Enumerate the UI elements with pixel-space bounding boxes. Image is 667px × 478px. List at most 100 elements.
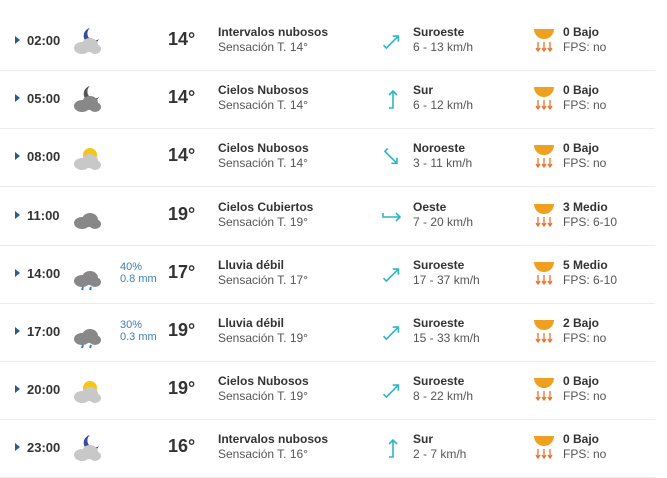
uv-sun-icon [533,83,555,113]
feels-like: Sensación T. 17° [218,272,308,287]
precip-probability: 30% [120,319,143,331]
hour: 14:00 [27,265,61,281]
hour: 08:00 [27,149,61,165]
wind-direction: Suroeste [413,374,465,389]
uv-sun-icon [533,141,555,171]
uv-index: 0 Bajo [563,25,600,39]
wind-direction: Sur [413,432,434,447]
feels-like: Sensación T. 16° [218,447,308,462]
moon-dark-cloud-icon [70,82,104,116]
uv-sun-icon [533,200,555,230]
forecast-row[interactable]: 17:00 30% 0.3 mm 19° Lluvia débil Sensació… [0,303,655,362]
condition: Cielos Cubiertos [218,199,314,214]
uv-sun-icon [533,316,555,346]
wind-direction-icon [380,262,404,286]
wind-speed: 2 - 7 km/h [413,447,467,462]
expand-triangle-icon[interactable] [15,268,20,277]
uv-index: 0 Bajo [563,83,600,98]
expand-triangle-icon[interactable] [15,385,20,394]
precip-probability: 40% [120,260,143,273]
rain-cloud-icon [70,257,104,291]
expand-triangle-icon[interactable] [15,94,20,103]
uv-sun-icon [533,374,555,404]
feels-like: Sensación T. 19° [218,214,308,229]
temperature: 14° [168,145,196,166]
uv-sun-icon [533,258,555,288]
wind-speed: 8 - 22 km/h [413,389,474,404]
hour: 23:00 [27,440,61,456]
rain-cloud-icon [70,315,104,349]
temperature: 19° [168,203,196,224]
precip-amount: 0.3 mm [120,331,157,343]
condition: Cielos Nubosos [218,141,309,156]
temperature: 14° [168,29,196,49]
forecast-row[interactable]: 14:00 40% 0.8 mm 17° Lluvia débil Sensació… [0,245,655,304]
temperature: 14° [168,87,196,108]
fps: FPS: no [563,389,607,404]
forecast-row[interactable]: 05:00 14° Cielos Nubosos Sensación T. 14°… [0,70,655,130]
uv-index: 0 Bajo [563,374,600,389]
forecast-row[interactable]: 20:00 19° Cielos Nubosos Sensación T. 19°… [0,361,655,421]
wind-direction-icon [380,204,404,228]
forecast-row[interactable]: 08:00 14° Cielos Nubosos Sensación T. 14°… [0,128,655,188]
feels-like: Sensación T. 19° [218,389,308,404]
fps: FPS: no [563,156,607,171]
condition: Intervalos nubosos [218,432,329,447]
hour: 20:00 [27,382,61,398]
temperature: 19° [168,320,196,340]
uv-sun-icon [533,432,555,462]
fps: FPS: 6-10 [563,214,618,229]
hour: 11:00 [27,207,60,223]
condition: Lluvia débil [218,257,285,272]
hour: 02:00 [27,33,61,48]
uv-index: 0 Bajo [563,432,600,447]
uv-index: 5 Medio [563,257,608,272]
forecast-row[interactable]: 11:00 19° Cielos Cubiertos Sensación T. 1… [0,187,655,246]
expand-triangle-icon[interactable] [15,327,20,335]
wind-direction: Oeste [413,199,447,214]
temperature: 17° [168,261,196,282]
wind-speed: 7 - 20 km/h [413,214,474,229]
sun-cloud-icon [70,140,104,174]
wind-direction-icon [380,436,404,460]
wind-speed: 15 - 33 km/h [413,331,480,345]
forecast-row[interactable]: 23:00 16° Intervalos nubosos Sensación T.… [0,419,655,478]
uv-index: 0 Bajo [563,141,600,156]
uv-index: 2 Bajo [563,316,600,330]
expand-triangle-icon[interactable] [15,152,20,161]
feels-like: Sensación T. 14° [218,98,308,113]
expand-triangle-icon[interactable] [15,36,20,44]
feels-like: Sensación T. 14° [218,156,308,171]
wind-direction: Suroeste [413,25,465,39]
moon-cloud-icon [70,431,104,465]
hour: 05:00 [27,91,61,107]
wind-speed: 3 - 11 km/h [413,156,473,171]
condition: Cielos Nubosos [218,374,309,389]
fps: FPS: 6-10 [563,272,618,287]
condition: Lluvia débil [218,316,285,330]
expand-triangle-icon[interactable] [15,443,20,452]
wind-direction-icon [380,29,404,53]
wind-direction-icon [380,87,404,111]
feels-like: Sensación T. 14° [218,40,308,54]
fps: FPS: no [563,331,607,345]
fps: FPS: no [563,40,607,54]
overcast-cloud-icon [70,199,104,233]
wind-speed: 6 - 13 km/h [413,40,474,54]
wind-direction: Noroeste [413,141,466,156]
wind-direction: Sur [413,83,434,98]
fps: FPS: no [563,98,607,113]
expand-triangle-icon[interactable] [15,210,20,219]
temperature: 19° [168,378,196,399]
sun-cloud-icon [70,373,104,407]
feels-like: Sensación T. 19° [218,331,308,345]
forecast-row[interactable]: 02:00 14° Intervalos nubosos Sensación T.… [0,12,655,71]
hour: 17:00 [27,324,61,339]
temperature: 16° [168,436,196,457]
condition: Cielos Nubosos [218,83,309,98]
wind-speed: 6 - 12 km/h [413,98,474,113]
moon-cloud-icon [70,24,104,58]
wind-direction-icon [380,378,404,402]
wind-speed: 17 - 37 km/h [413,272,480,287]
uv-sun-icon [533,25,555,55]
